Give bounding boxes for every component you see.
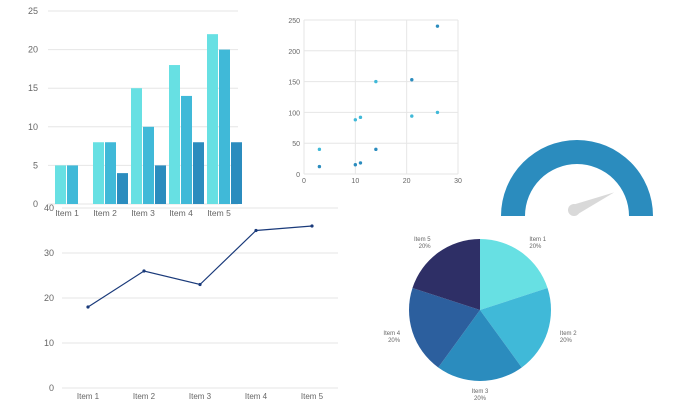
line-series bbox=[87, 225, 313, 308]
pie-label: Item 4 bbox=[383, 331, 400, 337]
line-point bbox=[254, 228, 258, 233]
scatter-point bbox=[410, 114, 414, 118]
gauge-needle-hub bbox=[568, 204, 580, 216]
pie-slice bbox=[480, 239, 548, 310]
y-tick-label: 0 bbox=[296, 172, 300, 179]
bar bbox=[207, 34, 218, 204]
pie-label: Item 1 bbox=[529, 237, 546, 243]
y-tick-label: 10 bbox=[44, 338, 54, 348]
scatter-point bbox=[353, 163, 358, 167]
bar bbox=[93, 142, 104, 204]
pie-slice bbox=[412, 239, 480, 310]
line-point bbox=[310, 224, 314, 228]
gauge-arc bbox=[501, 140, 653, 216]
scatter-point bbox=[374, 79, 378, 84]
pie-label: Item 5 bbox=[414, 237, 431, 243]
gauge-needle bbox=[571, 192, 615, 215]
bar bbox=[105, 142, 116, 204]
pie-percent-label: 20% bbox=[560, 338, 573, 344]
y-tick-label: 20 bbox=[28, 45, 38, 55]
y-tick-label: 5 bbox=[33, 160, 38, 170]
x-tick-label: 0 bbox=[302, 178, 306, 185]
x-tick-label: Item 3 bbox=[189, 392, 212, 401]
bar bbox=[169, 65, 180, 204]
x-tick-label: Item 2 bbox=[93, 208, 117, 218]
x-tick-label: Item 1 bbox=[55, 208, 79, 218]
bar bbox=[117, 173, 128, 204]
x-tick-label: 30 bbox=[454, 178, 462, 185]
bar bbox=[231, 142, 242, 204]
y-tick-label: 250 bbox=[288, 18, 300, 25]
y-tick-label: 200 bbox=[288, 49, 300, 56]
bar bbox=[219, 49, 230, 204]
y-tick-label: 0 bbox=[33, 199, 38, 209]
line-point bbox=[86, 305, 90, 309]
x-tick-label: Item 3 bbox=[131, 208, 155, 218]
pie-percent-label: 20% bbox=[419, 244, 432, 250]
x-tick-label: Item 1 bbox=[77, 392, 100, 401]
bar bbox=[181, 95, 192, 204]
bar bbox=[67, 165, 78, 204]
scatter-point bbox=[317, 164, 322, 169]
pie-percent-label: 20% bbox=[529, 244, 542, 250]
scatter-point bbox=[435, 24, 440, 28]
pie-chart: Item 120%Item 220%Item 320%Item 420%Item… bbox=[383, 237, 577, 402]
pie-percent-label: 20% bbox=[474, 396, 487, 402]
bar bbox=[193, 142, 204, 204]
scatter-point bbox=[435, 110, 440, 115]
y-tick-label: 30 bbox=[44, 248, 54, 258]
y-tick-label: 100 bbox=[288, 110, 300, 117]
bar bbox=[143, 126, 154, 204]
scatter-point bbox=[374, 147, 378, 152]
y-tick-label: 150 bbox=[288, 80, 300, 87]
scatter-chart: 0 50 100 150 200 250 0 10 20 30 bbox=[288, 18, 462, 185]
y-tick-label: 50 bbox=[292, 141, 300, 148]
line-point bbox=[198, 282, 202, 287]
scatter-point bbox=[317, 147, 322, 152]
y-tick-label: 40 bbox=[44, 203, 54, 213]
pie-label: Item 3 bbox=[472, 389, 489, 395]
line-point bbox=[142, 269, 146, 273]
bar-chart: 0 5 10 15 20 25 Item 1 Item 2 Item 3 Item 4 Item 5 bbox=[28, 6, 242, 218]
x-tick-label: Item 4 bbox=[245, 392, 268, 401]
scatter-point bbox=[353, 118, 358, 122]
scatter-point bbox=[358, 161, 363, 165]
x-tick-label: 10 bbox=[351, 178, 359, 185]
pie-slice bbox=[480, 288, 551, 368]
bar bbox=[131, 88, 142, 204]
y-tick-label: 15 bbox=[28, 83, 38, 93]
bar bbox=[155, 165, 166, 204]
gauge-chart bbox=[501, 140, 653, 216]
x-tick-label: Item 2 bbox=[133, 392, 156, 401]
pie-percent-label: 20% bbox=[388, 338, 401, 344]
x-tick-label: Item 4 bbox=[169, 208, 193, 218]
y-tick-label: 0 bbox=[49, 383, 54, 393]
y-tick-label: 10 bbox=[28, 122, 38, 132]
pie-slice bbox=[438, 310, 522, 381]
x-tick-label: 20 bbox=[403, 178, 411, 185]
scatter-point bbox=[358, 115, 363, 120]
y-tick-label: 20 bbox=[44, 293, 54, 303]
bar bbox=[55, 165, 66, 204]
x-tick-label: Item 5 bbox=[207, 208, 231, 218]
pie-slice bbox=[409, 288, 480, 368]
x-tick-label: Item 5 bbox=[301, 392, 324, 401]
scatter-point bbox=[410, 78, 414, 82]
pie-label: Item 2 bbox=[560, 331, 577, 337]
y-tick-label: 25 bbox=[28, 6, 38, 16]
